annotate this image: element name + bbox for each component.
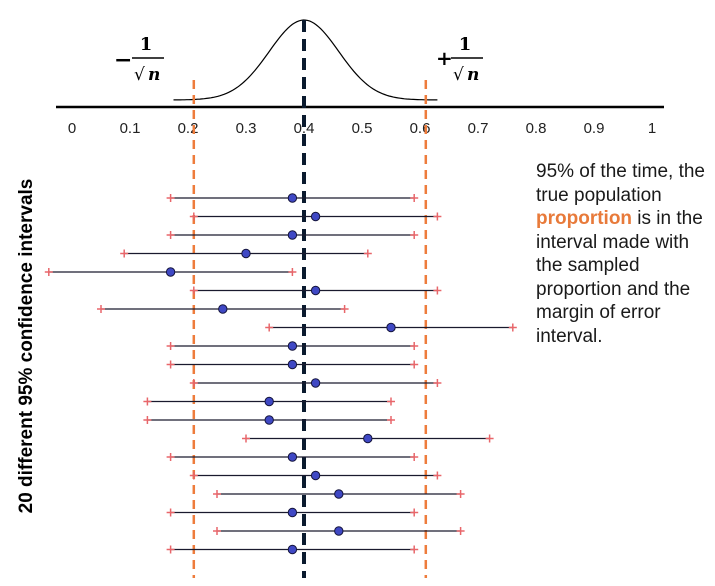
- interval-row: [189, 378, 442, 388]
- note-text-before: 95% of the time, the true population: [536, 161, 705, 206]
- interval-row: [242, 433, 494, 444]
- x-tick-label: 0.8: [526, 120, 547, 137]
- y-axis-label-text: 20 different 95% confidence intervals: [16, 178, 37, 514]
- sample-proportion-point: [218, 304, 228, 314]
- right-margin-sign: +: [436, 46, 453, 70]
- sample-proportion-point: [287, 230, 298, 240]
- interval-row: [143, 396, 395, 407]
- sample-proportion-point: [287, 507, 298, 518]
- interval-row: [166, 452, 419, 462]
- interval-row: [166, 193, 419, 203]
- x-tick-label: 0.2: [178, 120, 199, 137]
- note-highlight-word: proportion: [536, 208, 633, 229]
- sample-proportion-point: [334, 489, 344, 499]
- sample-proportion-point: [264, 396, 274, 407]
- sample-proportion-point: [287, 452, 298, 462]
- sample-proportion-point: [363, 433, 373, 444]
- interval-row: [265, 322, 517, 333]
- interval-row: [44, 267, 297, 277]
- sample-proportion-point: [287, 359, 298, 370]
- sample-proportion-point: [386, 322, 396, 333]
- left-margin-numerator: 1: [140, 34, 153, 55]
- interval-row: [166, 359, 419, 370]
- vertical-reference-lines: [192, 20, 428, 578]
- sample-proportion-point: [287, 544, 298, 555]
- sample-proportion-point: [310, 211, 321, 222]
- x-tick-label: 0.7: [468, 120, 489, 137]
- interval-row: [213, 526, 465, 536]
- interval-row: [97, 304, 349, 314]
- interval-row: [166, 341, 419, 351]
- sample-proportion-point: [334, 526, 344, 536]
- sample-proportion-point: [310, 470, 321, 481]
- sample-proportion-point: [165, 267, 176, 277]
- explanation-note: 95% of the time, the true population pro…: [536, 160, 714, 348]
- x-tick-label: 0.6: [410, 120, 431, 137]
- interval-row: [166, 507, 419, 518]
- y-axis-label: 20 different 95% confidence intervals: [12, 150, 42, 542]
- interval-row: [189, 285, 442, 296]
- left-radical-variable: n: [148, 65, 160, 85]
- left-margin-sign: −: [114, 47, 132, 73]
- left-radical-sign: √: [134, 65, 145, 85]
- x-tick-label: 1: [648, 120, 656, 137]
- left-margin-label: − 1 √ n: [114, 34, 164, 85]
- right-radical-sign: √: [453, 65, 464, 85]
- interval-row: [143, 415, 395, 425]
- x-axis-tick-labels: 0 0.1 0.2 0.3 0.4 0.5 0.6 0.7 0.8 0.9 1: [68, 120, 656, 137]
- sample-proportion-point: [287, 193, 298, 203]
- x-tick-label: 0.4: [294, 120, 315, 137]
- sample-proportion-point: [241, 248, 251, 259]
- x-tick-label: 0.9: [584, 120, 605, 137]
- right-margin-numerator: 1: [459, 34, 472, 55]
- interval-row: [166, 230, 419, 240]
- right-radical-variable: n: [467, 65, 479, 85]
- sample-proportion-point: [310, 378, 321, 388]
- right-margin-label: + 1 √ n: [436, 34, 483, 85]
- sample-proportion-point: [287, 341, 298, 351]
- interval-row: [189, 211, 442, 222]
- interval-row: [120, 248, 372, 259]
- confidence-intervals: [44, 193, 517, 555]
- x-tick-label: 0: [68, 120, 76, 137]
- sample-proportion-point: [264, 415, 274, 425]
- interval-row: [213, 489, 465, 499]
- sample-proportion-point: [310, 285, 321, 296]
- note-text-after: is in the interval made with the sampled…: [536, 208, 703, 347]
- x-tick-label: 0.1: [120, 120, 141, 137]
- x-tick-label: 0.3: [236, 120, 257, 137]
- x-tick-label: 0.5: [352, 120, 373, 137]
- interval-row: [189, 470, 442, 481]
- interval-row: [166, 544, 419, 555]
